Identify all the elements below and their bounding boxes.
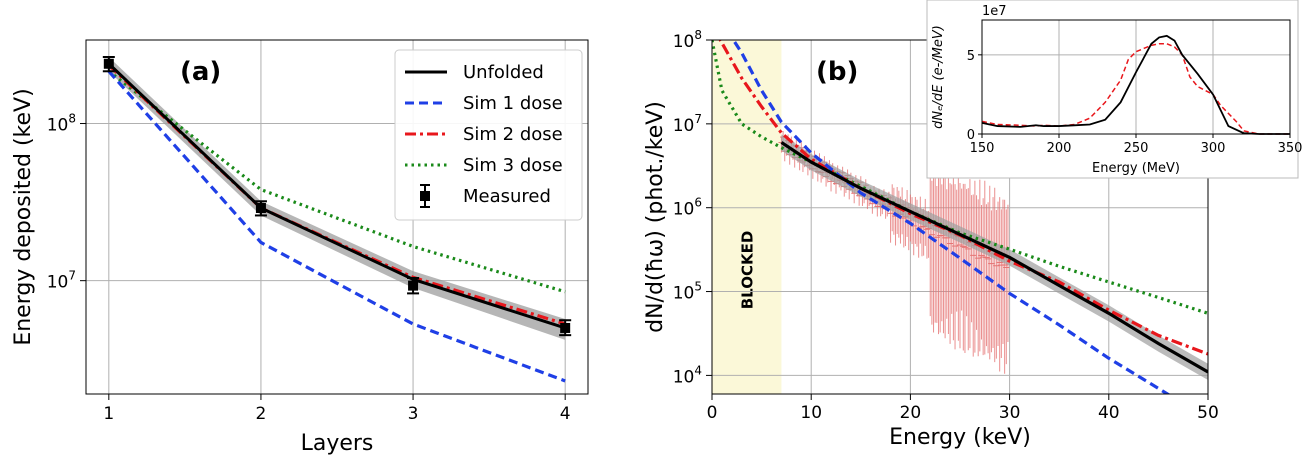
panel-a-series-line [107,62,566,330]
panel-a-xtick-label: 3 [408,404,419,424]
inset-panel: 150 200 250 300 350 0 5 1e7 Energy (MeV) dNₑ/d… [926,0,1302,179]
panel-b-ytick-label: 105 [673,280,702,304]
inset-xtick-label: 300 [1201,141,1226,156]
inset-xtick-label: 250 [1124,141,1149,156]
panel-b-ylabel: dN/d(ħω) (phot./keV) [643,101,668,333]
panel-b-label: (b) [816,57,858,87]
panel-a: 1 2 3 4 107 108 (a) Layers Energy deposited (… [11,39,589,456]
inset-xtick-label: 350 [1278,141,1302,156]
panel-b-unfolded-band [781,134,1208,381]
inset-ytick-label: 0 [967,128,975,143]
panel-b-xtick-label: 40 [1098,403,1120,423]
panel-a-xtick-label: 4 [560,404,571,424]
panel-b-xlabel: Energy (keV) [889,425,1031,450]
panel-b-xtick-label: 50 [1197,403,1219,423]
panel-b-xtick-label: 20 [900,403,922,423]
panel-a-xtick-label: 2 [256,404,267,424]
legend-label: Sim 3 dose [463,155,563,176]
inset-background [926,0,1299,179]
legend-label: Measured [463,186,551,207]
panel-a-legend: Unfolded Sim 1 dose Sim 2 dose Sim 3 dose Me… [394,49,583,221]
legend-box [394,49,583,221]
panel-a-series-line [107,70,566,294]
panel-b-series-line [780,141,1208,374]
inset-exponent-label: 1e7 [982,4,1007,19]
legend-label: Unfolded [463,62,544,83]
panel-b-xtick-label: 10 [800,403,822,423]
inset-xtick-label: 200 [1047,141,1072,156]
inset-ytick-label: 5 [967,49,975,64]
panel-b-series-line [731,40,1171,394]
panel-b-series-line [718,40,1208,356]
panel-a-xlabel: Layers [301,431,374,456]
panel-a-ylabel: Energy deposited (keV) [11,88,36,345]
legend-label: Sim 2 dose [463,124,563,145]
panel-a-frame [85,39,589,395]
panel-b-xtick-label: 0 [707,403,718,423]
panel-a-measured-point [560,322,571,333]
panel-b-series-line [712,40,1208,315]
panel-a-measured-point [103,58,114,69]
panel-a-ytick-label: 107 [47,269,76,293]
inset-xtick-label: 150 [970,141,995,156]
inset-ylabel: dNₑ/dE (e-/MeV) [931,25,946,129]
inset-series-line [981,34,1290,135]
panel-b-ytick-label: 107 [673,112,702,136]
panel-a-measured-point [255,202,266,213]
panel-a-label: (a) [180,57,221,87]
panel-b-ytick-label: 104 [673,363,702,387]
panel-b-ytick-label: 106 [673,196,702,220]
panel-a-ytick-label: 108 [47,112,76,136]
blocked-region [712,40,782,394]
panel-b-xtick-label: 30 [999,403,1021,423]
panel-b-ytick-label: 108 [673,28,702,52]
panel-a-measured-point [408,280,419,291]
legend-marker [420,191,430,201]
inset-xlabel: Energy (MeV) [1092,161,1180,176]
panel-a-xtick-label: 1 [103,404,114,424]
panel-a-series-line [107,70,566,383]
blocked-label: BLOCKED [739,231,757,310]
legend-label: Sim 1 dose [463,93,563,114]
